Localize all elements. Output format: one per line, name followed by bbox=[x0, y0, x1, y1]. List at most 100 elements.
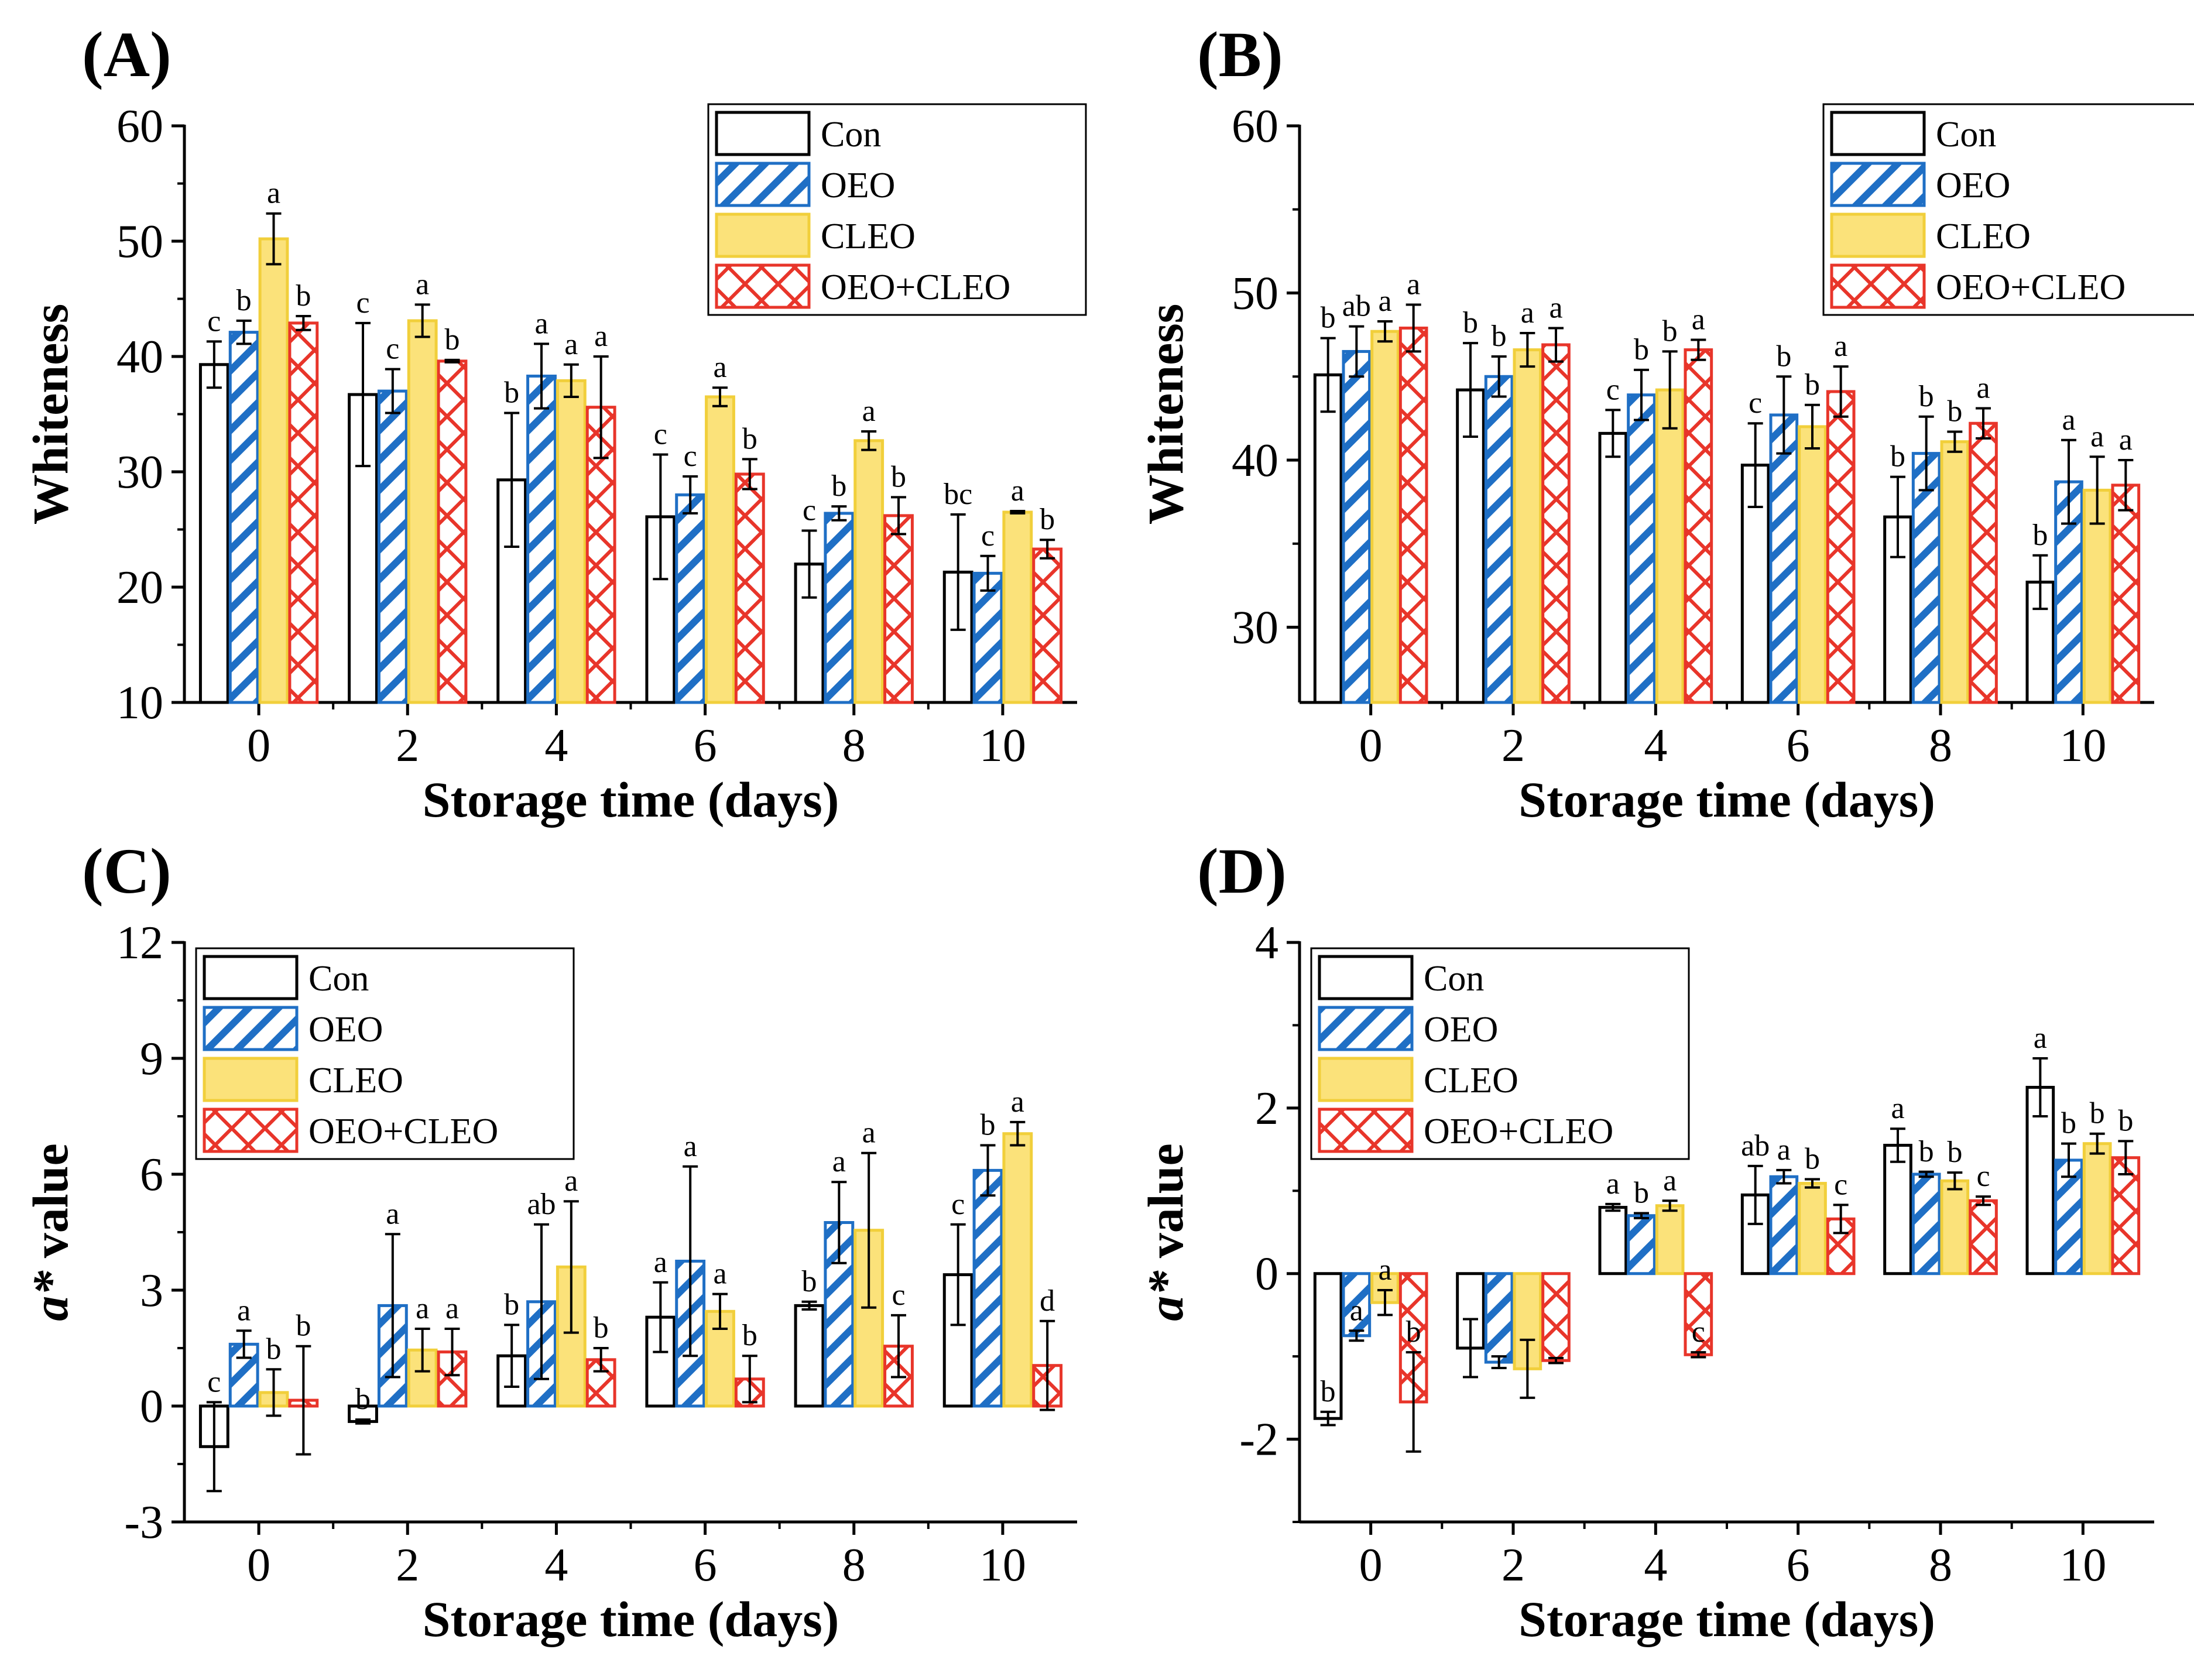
bar-cleo bbox=[1940, 440, 1970, 704]
y-axis-title-rest: value bbox=[1137, 1143, 1194, 1270]
significance-letter: b bbox=[2061, 1107, 2076, 1140]
x-tick-label: 0 bbox=[247, 1540, 270, 1591]
significance-letter: b bbox=[1321, 301, 1336, 335]
significance-letter: c bbox=[356, 286, 369, 320]
bar-con bbox=[1313, 373, 1343, 704]
y-tick-label: 0 bbox=[1255, 1249, 1278, 1300]
bar-con bbox=[794, 1304, 825, 1408]
legend-swatch-cleo bbox=[1318, 1057, 1414, 1102]
y-tick-label: 10 bbox=[116, 677, 163, 729]
bar-cleo bbox=[1002, 510, 1033, 704]
y-tick-label: -3 bbox=[124, 1497, 163, 1548]
bar-oeo bbox=[1911, 1172, 1941, 1276]
legend-label-con: Con bbox=[821, 115, 881, 155]
y-tick-label: 50 bbox=[1232, 268, 1278, 320]
significance-letter: a bbox=[862, 395, 876, 428]
significance-letter: a bbox=[267, 177, 280, 210]
bar-oeo bbox=[972, 571, 1003, 704]
legend-swatch-con bbox=[1830, 111, 1926, 156]
y-tick-label: 60 bbox=[1232, 101, 1278, 152]
significance-letter: b bbox=[1776, 340, 1791, 373]
x-tick-label: 4 bbox=[1644, 720, 1667, 772]
legend-label-cleo: CLEO bbox=[1936, 217, 2031, 256]
significance-letter: b bbox=[1463, 306, 1478, 340]
significance-letter: b bbox=[1890, 440, 1905, 474]
significance-letter: a bbox=[416, 268, 429, 301]
legend-swatch-cleo bbox=[715, 212, 811, 258]
bar-cleo bbox=[1655, 388, 1685, 704]
panel-d-label: (D) bbox=[1197, 835, 1287, 907]
bar-oeo-cleo bbox=[1541, 1272, 1571, 1362]
significance-letter: a bbox=[1891, 1092, 1904, 1125]
bar-con bbox=[1598, 431, 1628, 704]
bar-oeo-cleo bbox=[734, 472, 765, 704]
x-tick-label: 2 bbox=[396, 1540, 419, 1591]
bar-con bbox=[348, 1404, 378, 1423]
legend-label-oeo: OEO bbox=[821, 166, 895, 205]
panel-b: (B) 30 40 50 60 0 2 4 6 8 10 Storage time (days) Whi… bbox=[1137, 19, 2194, 828]
x-tick-label: 4 bbox=[1644, 1540, 1667, 1591]
significance-letter: c bbox=[1834, 1168, 1847, 1201]
legend-label-oeo: OEO bbox=[308, 1010, 383, 1050]
significance-letter: a bbox=[1606, 1167, 1620, 1201]
significance-letter: c bbox=[1692, 1315, 1705, 1349]
bar-oeo-cleo bbox=[1826, 390, 1856, 704]
significance-letter: ab bbox=[527, 1188, 556, 1221]
y-tick-label: 2 bbox=[1255, 1083, 1278, 1134]
significance-letter: a bbox=[2062, 403, 2075, 437]
bar-oeo-cleo bbox=[1969, 421, 1998, 704]
panel-c-label: (C) bbox=[82, 835, 172, 907]
y-tick-label: 3 bbox=[140, 1265, 163, 1316]
y-axis-title: a* value bbox=[22, 1143, 78, 1321]
y-axis-title: Whiteness bbox=[1137, 304, 1194, 524]
x-tick-label: 2 bbox=[1501, 720, 1525, 772]
bar-oeo bbox=[526, 374, 557, 704]
y-tick-label: 30 bbox=[1232, 602, 1278, 654]
bar-oeo bbox=[2054, 1158, 2083, 1276]
bar-cleo bbox=[1940, 1179, 1970, 1276]
significance-letter: b bbox=[1947, 395, 1962, 428]
significance-letter: a bbox=[386, 1197, 399, 1230]
significance-letter: a bbox=[1663, 1164, 1677, 1197]
bar-con bbox=[1598, 1206, 1628, 1276]
significance-letter: b bbox=[1919, 1135, 1934, 1168]
significance-letter: a bbox=[1521, 296, 1534, 330]
x-tick-label: 10 bbox=[979, 1540, 1026, 1591]
significance-letter: c bbox=[1749, 386, 1762, 420]
significance-letter: b bbox=[445, 323, 460, 356]
significance-letter: a bbox=[654, 1246, 667, 1279]
y-tick-label: -2 bbox=[1239, 1414, 1278, 1466]
significance-letter: b bbox=[2090, 1097, 2105, 1130]
panel-a-label: (A) bbox=[82, 19, 172, 90]
legend-swatch-con bbox=[1318, 955, 1414, 1000]
bar-oeo bbox=[1769, 1175, 1799, 1276]
significance-letter: a bbox=[1692, 303, 1705, 336]
significance-letter: a bbox=[416, 1292, 429, 1325]
significance-letter: a bbox=[1976, 372, 1990, 405]
significance-letter: a bbox=[564, 1164, 578, 1198]
bar-oeo bbox=[675, 493, 706, 704]
significance-letter: a bbox=[713, 1257, 726, 1291]
x-tick-label: 6 bbox=[1787, 1540, 1810, 1591]
significance-letter: b bbox=[1040, 503, 1055, 536]
significance-letter: c bbox=[207, 304, 221, 338]
x-tick-label: 8 bbox=[842, 720, 866, 772]
bar-cleo bbox=[556, 379, 587, 704]
bar-oeo bbox=[1484, 1272, 1514, 1364]
bar-oeo-cleo bbox=[1684, 348, 1713, 704]
bar-oeo-cleo bbox=[1541, 343, 1571, 704]
bar-oeo-cleo bbox=[1032, 547, 1063, 704]
significance-letter: b bbox=[236, 284, 252, 317]
significance-letter: c bbox=[386, 332, 399, 366]
significance-letter: a bbox=[2119, 423, 2133, 457]
bar-cleo bbox=[1513, 1272, 1542, 1370]
x-tick-label: 8 bbox=[842, 1540, 866, 1591]
significance-letter: a bbox=[1407, 268, 1420, 301]
x-tick-label: 0 bbox=[247, 720, 270, 772]
significance-letter: c bbox=[803, 493, 816, 527]
legend-label-con: Con bbox=[1936, 115, 1996, 155]
bar-oeo-cleo bbox=[288, 321, 319, 704]
significance-letter: a bbox=[564, 328, 578, 361]
legend-label-con: Con bbox=[1424, 959, 1484, 999]
x-tick-label: 2 bbox=[1501, 1540, 1525, 1591]
